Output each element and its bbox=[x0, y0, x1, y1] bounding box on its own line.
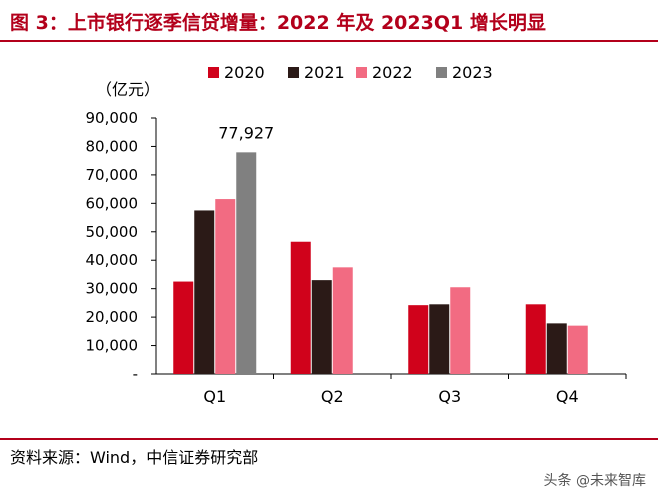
legend-swatch-2023 bbox=[436, 67, 447, 78]
y-tick-label: 20,000 bbox=[86, 308, 139, 326]
y-axis-unit-label: （亿元） bbox=[96, 80, 161, 99]
x-category-label: Q2 bbox=[321, 387, 344, 406]
y-tick-label: - bbox=[133, 365, 138, 383]
y-tick-label: 70,000 bbox=[86, 166, 139, 184]
legend-label-2020: 2020 bbox=[224, 63, 265, 82]
y-tick-label: 30,000 bbox=[86, 280, 139, 298]
legend-label-2023: 2023 bbox=[452, 63, 493, 82]
title-divider bbox=[0, 40, 658, 42]
source-divider bbox=[0, 438, 658, 440]
x-category-label: Q3 bbox=[438, 387, 461, 406]
watermark: 头条 @未来智库 bbox=[543, 473, 646, 489]
bar-2022-Q1 bbox=[215, 199, 236, 374]
legend-swatch-2021 bbox=[288, 67, 299, 78]
y-tick-label: 40,000 bbox=[86, 251, 139, 269]
bar-2022-Q2 bbox=[332, 267, 353, 374]
bar-2021-Q3 bbox=[429, 304, 450, 374]
x-category-label: Q4 bbox=[556, 387, 579, 406]
page-title: 图 3：上市银行逐季信贷增量：2022 年及 2023Q1 增长明显 bbox=[10, 12, 546, 34]
legend-label-2022: 2022 bbox=[372, 63, 413, 82]
bar-2021-Q2 bbox=[311, 280, 332, 374]
x-category-label: Q1 bbox=[203, 387, 226, 406]
bar-2022-Q3 bbox=[450, 287, 471, 374]
y-tick-label: 90,000 bbox=[86, 109, 139, 127]
bar-2020-Q3 bbox=[408, 305, 429, 374]
legend-swatch-2020 bbox=[208, 67, 219, 78]
y-tick-label: 50,000 bbox=[86, 223, 139, 241]
legend-label-2021: 2021 bbox=[304, 63, 345, 82]
y-tick-label: 10,000 bbox=[86, 337, 139, 355]
bar-2022-Q4 bbox=[567, 325, 588, 374]
y-tick-label: 60,000 bbox=[86, 194, 139, 212]
bar-2020-Q1 bbox=[173, 281, 194, 374]
legend-swatch-2022 bbox=[356, 67, 367, 78]
bar-2021-Q1 bbox=[194, 210, 215, 374]
bar-chart: - 10,000 20,000 30,000 40,000 50,000 60,000 70,… bbox=[86, 63, 627, 406]
y-tick-label: 80,000 bbox=[86, 137, 139, 155]
bar-2020-Q2 bbox=[290, 241, 311, 374]
source-note: 资料来源：Wind，中信证券研究部 bbox=[10, 448, 259, 467]
data-label: 77,927 bbox=[218, 123, 274, 142]
bar-2020-Q4 bbox=[525, 304, 546, 374]
bar-2021-Q4 bbox=[546, 323, 567, 374]
bar-2023-Q1 bbox=[236, 152, 257, 374]
